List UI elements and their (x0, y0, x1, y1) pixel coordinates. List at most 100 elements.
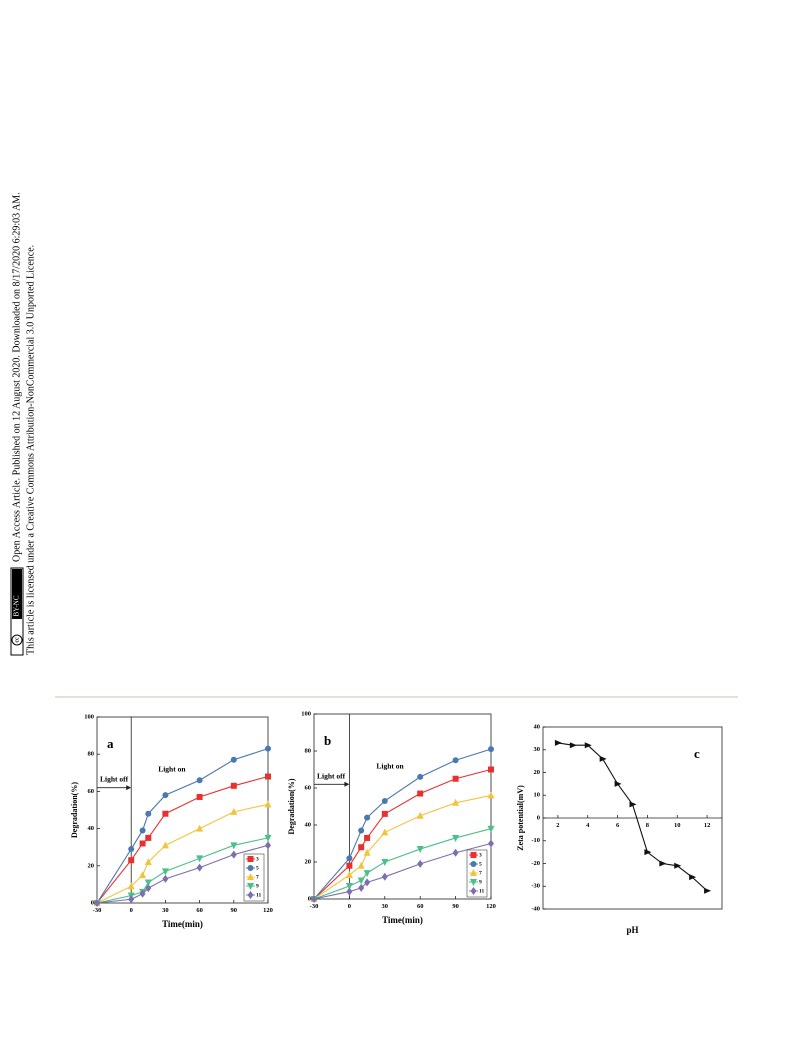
marker (644, 849, 652, 856)
series-line (96, 775, 269, 904)
legend-label: 5 (479, 861, 482, 867)
badge-text: BY-NC (13, 595, 21, 616)
y-tick-label: 100 (301, 710, 311, 717)
marker (689, 874, 697, 881)
marker (230, 756, 237, 763)
marker (247, 891, 254, 899)
marker (470, 869, 477, 876)
legend-label: 11 (479, 888, 484, 894)
legend-label: 9 (479, 879, 482, 885)
series-line (313, 794, 492, 900)
y-tick-label: -40 (531, 905, 540, 912)
annotation: Light on (158, 765, 186, 774)
series-line (96, 748, 269, 904)
marker (417, 790, 424, 797)
y-tick-label: 30 (534, 746, 541, 753)
marker (196, 863, 203, 872)
marker (265, 841, 271, 850)
marker (470, 852, 477, 858)
marker (417, 773, 424, 780)
marker (162, 792, 169, 799)
x-tick-label: 6 (616, 822, 620, 829)
legend-label: 7 (256, 874, 259, 880)
marker (196, 824, 204, 832)
plot-frame (96, 716, 269, 904)
marker (358, 844, 365, 851)
x-tick-label: 10 (674, 822, 681, 829)
y-tick-label: 80 (88, 751, 95, 758)
legend-label: 3 (479, 852, 482, 858)
marker (416, 846, 424, 854)
marker (265, 773, 271, 780)
y-axis-label: Degradation(%) (70, 782, 79, 838)
series-line (313, 768, 492, 900)
marker (196, 855, 204, 863)
marker (346, 862, 353, 869)
marker (364, 878, 371, 887)
y-axis-label: Degradation(%) (287, 778, 296, 834)
x-tick-label: 30 (382, 903, 389, 910)
x-axis-label: Time(min) (382, 915, 423, 925)
marker (452, 757, 459, 764)
marker (345, 883, 353, 891)
marker (162, 810, 169, 817)
y-tick-label: 20 (305, 858, 312, 865)
x-axis-label: Time(min) (162, 919, 203, 929)
marker (264, 800, 272, 808)
marker (470, 887, 477, 895)
marker (488, 746, 494, 753)
marker (416, 811, 424, 819)
marker (358, 883, 365, 892)
marker (614, 780, 622, 787)
marker (127, 882, 135, 890)
marker (488, 766, 494, 773)
marker (659, 860, 667, 867)
y-tick-label: 40 (534, 723, 541, 730)
x-tick-label: 0 (130, 907, 133, 914)
marker (247, 856, 254, 862)
marker (230, 782, 237, 789)
legend-label: 11 (256, 892, 261, 898)
marker (144, 879, 152, 887)
marker (145, 884, 152, 893)
marker (381, 872, 388, 881)
marker (357, 861, 365, 869)
legend-label: 7 (479, 870, 482, 876)
marker (452, 798, 460, 806)
marker (128, 895, 135, 904)
marker (674, 862, 682, 869)
marker (139, 889, 146, 898)
x-tick-label: 90 (452, 903, 459, 910)
panel-label: c (694, 746, 700, 761)
series-line (313, 842, 492, 900)
marker (358, 827, 365, 834)
series-line (313, 748, 492, 900)
badge-cc: cc (14, 637, 20, 643)
y-tick-label: 60 (305, 784, 312, 791)
y-tick-label: 40 (88, 825, 95, 832)
marker (162, 874, 169, 883)
plot-frame (313, 713, 492, 900)
marker (247, 883, 254, 890)
y-tick-label: 40 (305, 821, 312, 828)
arrow-head (126, 785, 132, 791)
y-tick-label: 0 (91, 899, 94, 906)
marker (704, 887, 712, 894)
y-tick-label: 100 (84, 713, 94, 720)
panel-label: b (324, 733, 331, 748)
series-line (96, 844, 269, 904)
cc-icon (11, 634, 23, 646)
sidebar: Open Access Article. Published on 12 Aug… (10, 192, 36, 656)
marker (357, 877, 365, 885)
series-line (96, 803, 269, 904)
y-tick-label: 0 (537, 814, 540, 821)
arrow-head (344, 781, 350, 787)
marker (139, 840, 146, 847)
marker (599, 755, 607, 762)
sidebar-line: This article is licensed under a Creativ… (25, 245, 36, 655)
marker (629, 801, 637, 808)
marker (94, 899, 100, 907)
series-line (313, 828, 492, 900)
y-tick-label: 80 (305, 747, 312, 754)
